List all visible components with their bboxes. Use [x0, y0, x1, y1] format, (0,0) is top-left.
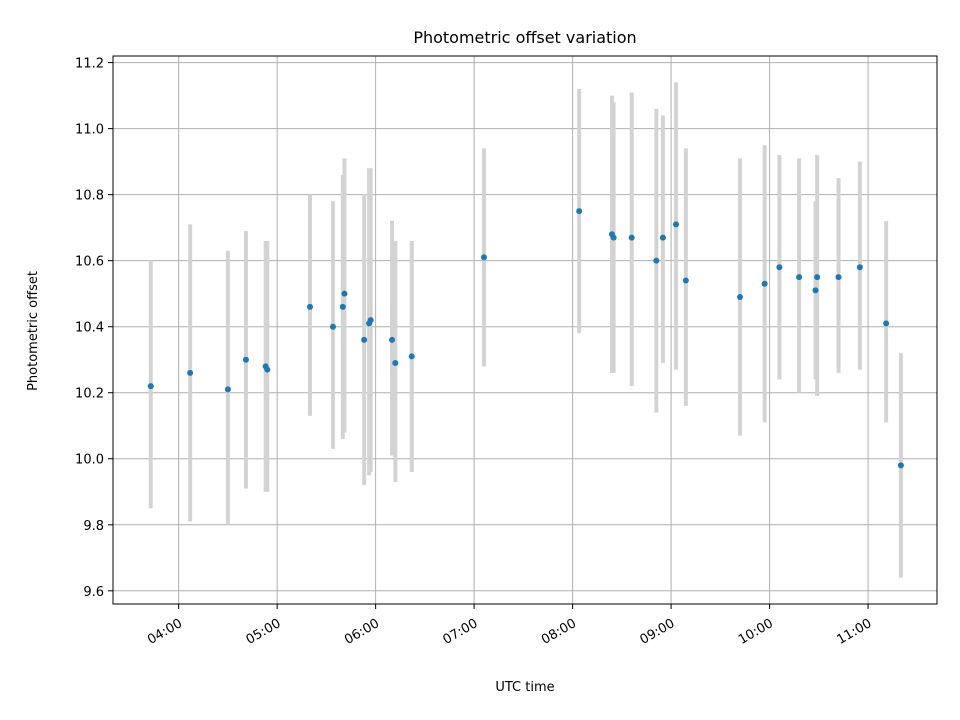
y-tick-label: 9.6 [83, 585, 104, 600]
data-point [673, 221, 680, 228]
y-axis-label: Photometric offset [26, 271, 41, 391]
data-point [761, 280, 768, 287]
data-point [610, 234, 617, 241]
data-point [329, 323, 336, 330]
data-point [659, 234, 666, 241]
data-point [361, 336, 368, 343]
y-tick-label: 10.0 [75, 453, 104, 468]
chart-title: Photometric offset variation [413, 28, 636, 47]
data-point [367, 317, 374, 324]
data-point [682, 277, 689, 284]
data-point [796, 274, 803, 281]
data-point [776, 264, 783, 271]
data-point [187, 369, 194, 376]
data-point [389, 336, 396, 343]
data-point [628, 234, 635, 241]
data-point [814, 274, 821, 281]
data-points [147, 208, 904, 469]
data-point [339, 303, 346, 310]
data-point [224, 386, 231, 393]
x-axis-label: UTC time [495, 680, 554, 695]
y-tick-label: 11.0 [75, 123, 104, 138]
data-point [883, 320, 890, 327]
data-point [264, 366, 271, 373]
y-tick-label: 10.4 [75, 321, 104, 336]
data-point [897, 462, 904, 469]
data-point [408, 353, 415, 360]
data-point [812, 287, 819, 294]
data-point [576, 208, 583, 215]
data-point [242, 356, 249, 363]
data-point [737, 293, 744, 300]
data-point [835, 274, 842, 281]
y-tick-label: 11.2 [75, 57, 104, 72]
data-point [480, 254, 487, 261]
data-point [341, 290, 348, 297]
y-tick-label: 10.6 [75, 255, 104, 270]
data-point [392, 360, 399, 367]
y-tick-label: 10.2 [75, 387, 104, 402]
data-point [653, 257, 660, 264]
data-point [856, 264, 863, 271]
plot-frame [112, 55, 938, 605]
grid [113, 56, 937, 604]
y-tick-label: 10.8 [75, 189, 104, 204]
y-tick-label: 9.8 [83, 519, 104, 534]
data-point [147, 383, 154, 390]
y-axis-ticks: 9.6 9.8 10.0 10.2 10.4 10.6 10.8 11.0 11.2 [75, 57, 113, 600]
data-point [306, 303, 313, 310]
